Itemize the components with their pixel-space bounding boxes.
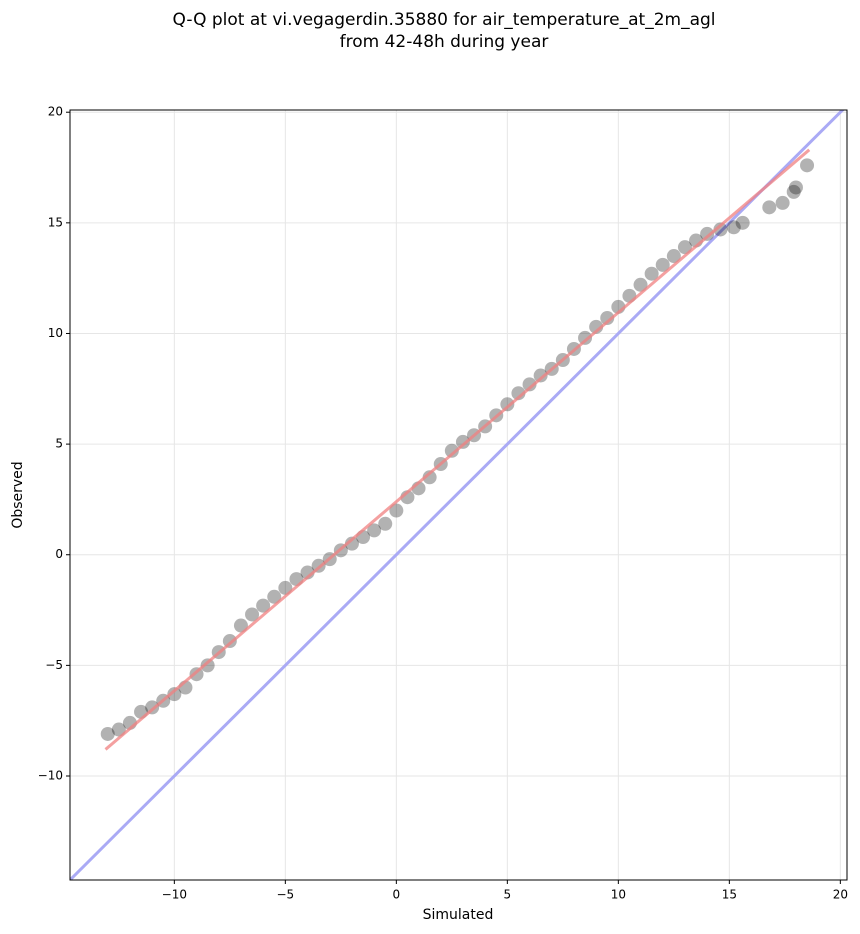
point bbox=[111, 722, 126, 737]
point bbox=[666, 249, 681, 264]
y-tick-label: −10 bbox=[38, 769, 63, 783]
point bbox=[389, 503, 404, 518]
point bbox=[726, 220, 741, 235]
point bbox=[713, 222, 728, 237]
x-tick-label: 0 bbox=[393, 888, 401, 902]
y-tick-label: 15 bbox=[48, 215, 63, 229]
x-tick-label: −10 bbox=[162, 888, 187, 902]
identity-line bbox=[70, 110, 845, 880]
point bbox=[267, 589, 282, 604]
x-tick-label: 15 bbox=[722, 888, 737, 902]
point bbox=[786, 184, 801, 199]
x-tick-label: −5 bbox=[276, 888, 294, 902]
point bbox=[222, 634, 237, 649]
chart-title: from 42-48h during year bbox=[340, 32, 549, 52]
y-tick-label: 20 bbox=[48, 105, 63, 119]
point bbox=[455, 434, 470, 449]
point bbox=[677, 240, 692, 255]
point bbox=[245, 607, 260, 622]
x-tick-label: 20 bbox=[833, 888, 848, 902]
fit-line bbox=[104, 148, 811, 751]
point bbox=[378, 516, 393, 531]
point bbox=[775, 195, 790, 210]
y-tick-label: −5 bbox=[45, 658, 63, 672]
point bbox=[344, 536, 359, 551]
x-tick-label: 5 bbox=[504, 888, 512, 902]
point bbox=[644, 266, 659, 281]
point bbox=[655, 257, 670, 272]
point bbox=[500, 397, 515, 412]
x-tick-label: 10 bbox=[611, 888, 626, 902]
plot-area bbox=[70, 110, 845, 880]
point bbox=[762, 200, 777, 215]
point bbox=[444, 443, 459, 458]
point bbox=[522, 377, 537, 392]
y-tick-label: 10 bbox=[48, 326, 63, 340]
point bbox=[800, 158, 815, 173]
point bbox=[511, 386, 526, 401]
point bbox=[233, 618, 248, 633]
point bbox=[367, 523, 382, 538]
y-tick-label: 5 bbox=[55, 437, 63, 451]
point bbox=[100, 726, 115, 741]
point bbox=[600, 310, 615, 325]
point bbox=[735, 215, 750, 230]
chart-title: Q-Q plot at vi.vegagerdin.35880 for air_… bbox=[172, 10, 715, 30]
y-tick-label: 0 bbox=[55, 547, 63, 561]
point bbox=[256, 598, 271, 613]
point bbox=[167, 687, 182, 702]
plot-frame bbox=[69, 109, 848, 881]
point bbox=[533, 368, 548, 383]
y-axis-label: Observed bbox=[10, 461, 26, 528]
point bbox=[578, 330, 593, 345]
point bbox=[788, 180, 803, 195]
point bbox=[200, 658, 215, 673]
point bbox=[422, 470, 437, 485]
x-axis-label: Simulated bbox=[423, 907, 494, 923]
point bbox=[633, 277, 648, 292]
point bbox=[700, 226, 715, 241]
